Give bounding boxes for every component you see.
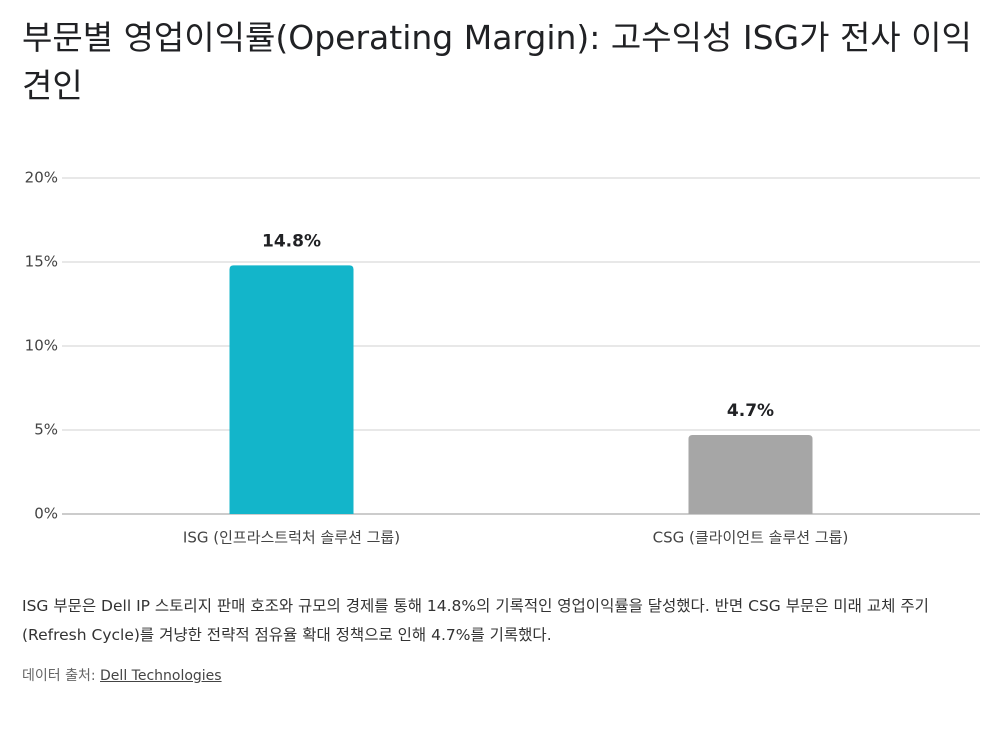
y-tick-label: 0% (34, 505, 58, 523)
source-prefix: 데이터 출처: (22, 668, 96, 684)
chart-title: 부문별 영업이익률(Operating Margin): 고수익성 ISG가 전… (22, 14, 982, 110)
bar (689, 435, 813, 514)
x-tick-label: CSG (클라이언트 솔루션 그룹) (653, 529, 849, 547)
source: 데이터 출처: Dell Technologies (22, 665, 222, 685)
value-label: 14.8% (262, 231, 321, 251)
y-tick-label: 15% (25, 253, 58, 271)
bar (230, 265, 354, 514)
value-label: 4.7% (727, 401, 774, 421)
y-tick-label: 10% (25, 337, 58, 355)
source-link[interactable]: Dell Technologies (100, 668, 222, 684)
y-tick-label: 20% (25, 169, 58, 187)
x-tick-label: ISG (인프라스트럭처 솔루션 그룹) (183, 529, 400, 547)
chart: 0% 5% 10% 15% 20% 14.8% ISG (인프라스트럭처 솔루션 그룹) 4.… (0, 150, 1000, 570)
description: ISG 부문은 Dell IP 스토리지 판매 호조와 규모의 경제를 통해 1… (22, 592, 972, 650)
y-tick-label: 5% (34, 421, 58, 439)
